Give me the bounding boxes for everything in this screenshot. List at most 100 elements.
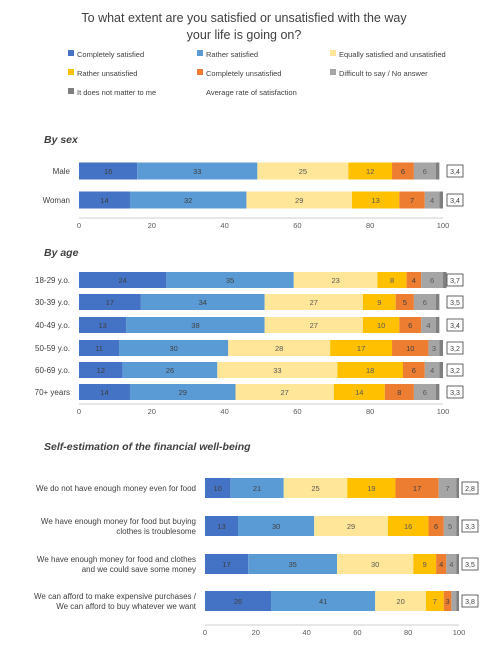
data-label: 30 — [272, 522, 280, 531]
legend-label: Completely satisfied — [77, 50, 144, 59]
group-title: By age — [44, 247, 79, 259]
bar-segment — [293, 272, 378, 288]
bar-segment — [428, 516, 444, 536]
data-label: 17 — [106, 298, 114, 307]
x-tick-label: 100 — [453, 628, 466, 637]
data-label: 6 — [434, 522, 438, 531]
bar-segment — [238, 516, 315, 536]
bar-segment — [443, 516, 457, 536]
x-tick-label: 80 — [366, 407, 374, 416]
average-box — [446, 193, 464, 207]
data-label: 32 — [184, 196, 192, 205]
x-tick-label: 20 — [148, 221, 156, 230]
data-label: 27 — [310, 298, 318, 307]
bar-segment — [352, 191, 400, 209]
bar-segment — [439, 362, 443, 378]
x-tick-label: 40 — [302, 628, 310, 637]
data-label: 4 — [439, 560, 443, 569]
data-label: 10 — [406, 344, 414, 353]
data-label: 9 — [377, 298, 381, 307]
row-label: Woman — [43, 196, 70, 205]
data-label: 41 — [319, 597, 327, 606]
data-label: 6 — [423, 167, 427, 176]
average-box — [446, 295, 464, 309]
bar-segment — [456, 591, 459, 611]
bar-segment — [392, 340, 429, 356]
data-label: 4 — [449, 560, 453, 569]
bar-segment — [413, 554, 437, 574]
data-label: 21 — [253, 484, 261, 493]
x-tick-label: 0 — [77, 407, 81, 416]
data-label: 6 — [412, 366, 416, 375]
data-label: 14 — [100, 196, 108, 205]
row-label: 60-69 y.o. — [35, 366, 70, 375]
data-label: 29 — [179, 388, 187, 397]
legend-label: Rather satisfied — [206, 50, 258, 59]
data-label: 5 — [448, 522, 452, 531]
average-value: 3,4 — [450, 169, 460, 176]
x-tick-label: 40 — [220, 221, 228, 230]
bar-segment — [337, 554, 414, 574]
data-label: 8 — [390, 276, 394, 285]
average-value: 2,8 — [465, 486, 475, 493]
bar-segment — [257, 162, 349, 180]
data-label: 26 — [234, 597, 242, 606]
data-label: 3 — [445, 597, 449, 606]
legend-swatch — [330, 69, 336, 75]
legend-swatch — [330, 50, 336, 56]
data-label: 7 — [410, 196, 414, 205]
data-label: 7 — [445, 484, 449, 493]
bar-segment — [435, 162, 440, 180]
data-label: 24 — [119, 276, 127, 285]
row-label: 70+ years — [35, 388, 70, 397]
bar-segment — [205, 591, 272, 611]
average-box — [461, 557, 479, 571]
bar-segment — [129, 384, 236, 400]
data-label: 27 — [280, 388, 288, 397]
bar-segment — [375, 591, 426, 611]
data-label: 29 — [295, 196, 303, 205]
legend-label: Average rate of satisfaction — [206, 88, 297, 97]
row-label-line: and we could save some money — [82, 565, 196, 574]
data-label: 30 — [371, 560, 379, 569]
data-label: 25 — [299, 167, 307, 176]
data-label: 17 — [413, 484, 421, 493]
average-value: 3,3 — [465, 524, 475, 531]
average-box — [446, 318, 464, 332]
bar-segment — [395, 294, 414, 310]
bar-segment — [126, 317, 265, 333]
bar-segment — [217, 362, 338, 378]
bar-segment — [314, 516, 388, 536]
bar-segment — [406, 272, 422, 288]
legend-label: Difficult to say / No answer — [339, 69, 428, 78]
row-label-line: We do not have enough money even for foo… — [36, 484, 196, 493]
bar-segment — [119, 340, 229, 356]
data-label: 6 — [430, 276, 434, 285]
group-title: Self-estimation of the financial well-be… — [44, 441, 251, 453]
bar-segment — [387, 516, 429, 536]
bar-segment — [264, 294, 363, 310]
data-label: 10 — [377, 321, 385, 330]
bar-segment — [392, 162, 414, 180]
data-label: 6 — [401, 167, 405, 176]
row-label-line: We have enough money for food but buying — [41, 517, 196, 526]
bar-segment — [230, 478, 284, 498]
bar-segment — [235, 384, 334, 400]
x-tick-label: 0 — [77, 221, 81, 230]
bar-segment — [425, 591, 444, 611]
data-label: 13 — [371, 196, 379, 205]
bar-segment — [362, 294, 396, 310]
data-label: 11 — [95, 344, 103, 353]
average-box — [446, 273, 464, 287]
data-label: 12 — [366, 167, 374, 176]
x-tick-label: 60 — [293, 407, 301, 416]
bar-segment — [428, 340, 440, 356]
bar-segment — [140, 294, 265, 310]
bar-segment — [399, 317, 422, 333]
data-label: 9 — [423, 560, 427, 569]
data-label: 33 — [193, 167, 201, 176]
legend-swatch — [68, 88, 74, 94]
average-box — [461, 519, 479, 533]
bar-segment — [79, 384, 130, 400]
